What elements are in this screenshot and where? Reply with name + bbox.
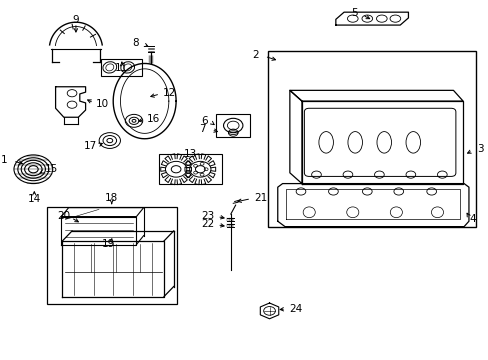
Text: 14: 14: [28, 194, 41, 204]
Text: 5: 5: [350, 8, 357, 18]
Text: 22: 22: [201, 219, 214, 229]
Text: 10: 10: [95, 99, 108, 109]
Text: 24: 24: [288, 304, 302, 314]
Bar: [101, 59, 142, 76]
Text: 17: 17: [83, 141, 97, 151]
Bar: [216, 114, 250, 137]
Text: 11: 11: [115, 63, 128, 73]
Bar: [159, 154, 222, 184]
Text: 2: 2: [252, 50, 259, 60]
Text: 18: 18: [105, 193, 118, 203]
Text: 9: 9: [72, 15, 79, 25]
Text: 1: 1: [0, 155, 7, 165]
Bar: [47, 207, 176, 304]
Text: 15: 15: [45, 165, 59, 174]
Text: 12: 12: [163, 88, 176, 98]
Bar: [267, 51, 475, 226]
Text: 21: 21: [253, 193, 266, 203]
Text: 6: 6: [201, 116, 207, 126]
Text: 8: 8: [132, 38, 139, 48]
Text: 13: 13: [183, 149, 197, 159]
Text: 7: 7: [199, 124, 205, 134]
Text: 19: 19: [101, 239, 114, 249]
Text: 23: 23: [201, 211, 214, 221]
Text: 3: 3: [477, 144, 483, 154]
Text: 4: 4: [468, 214, 475, 224]
Text: 16: 16: [147, 114, 160, 124]
Text: 20: 20: [57, 211, 70, 221]
